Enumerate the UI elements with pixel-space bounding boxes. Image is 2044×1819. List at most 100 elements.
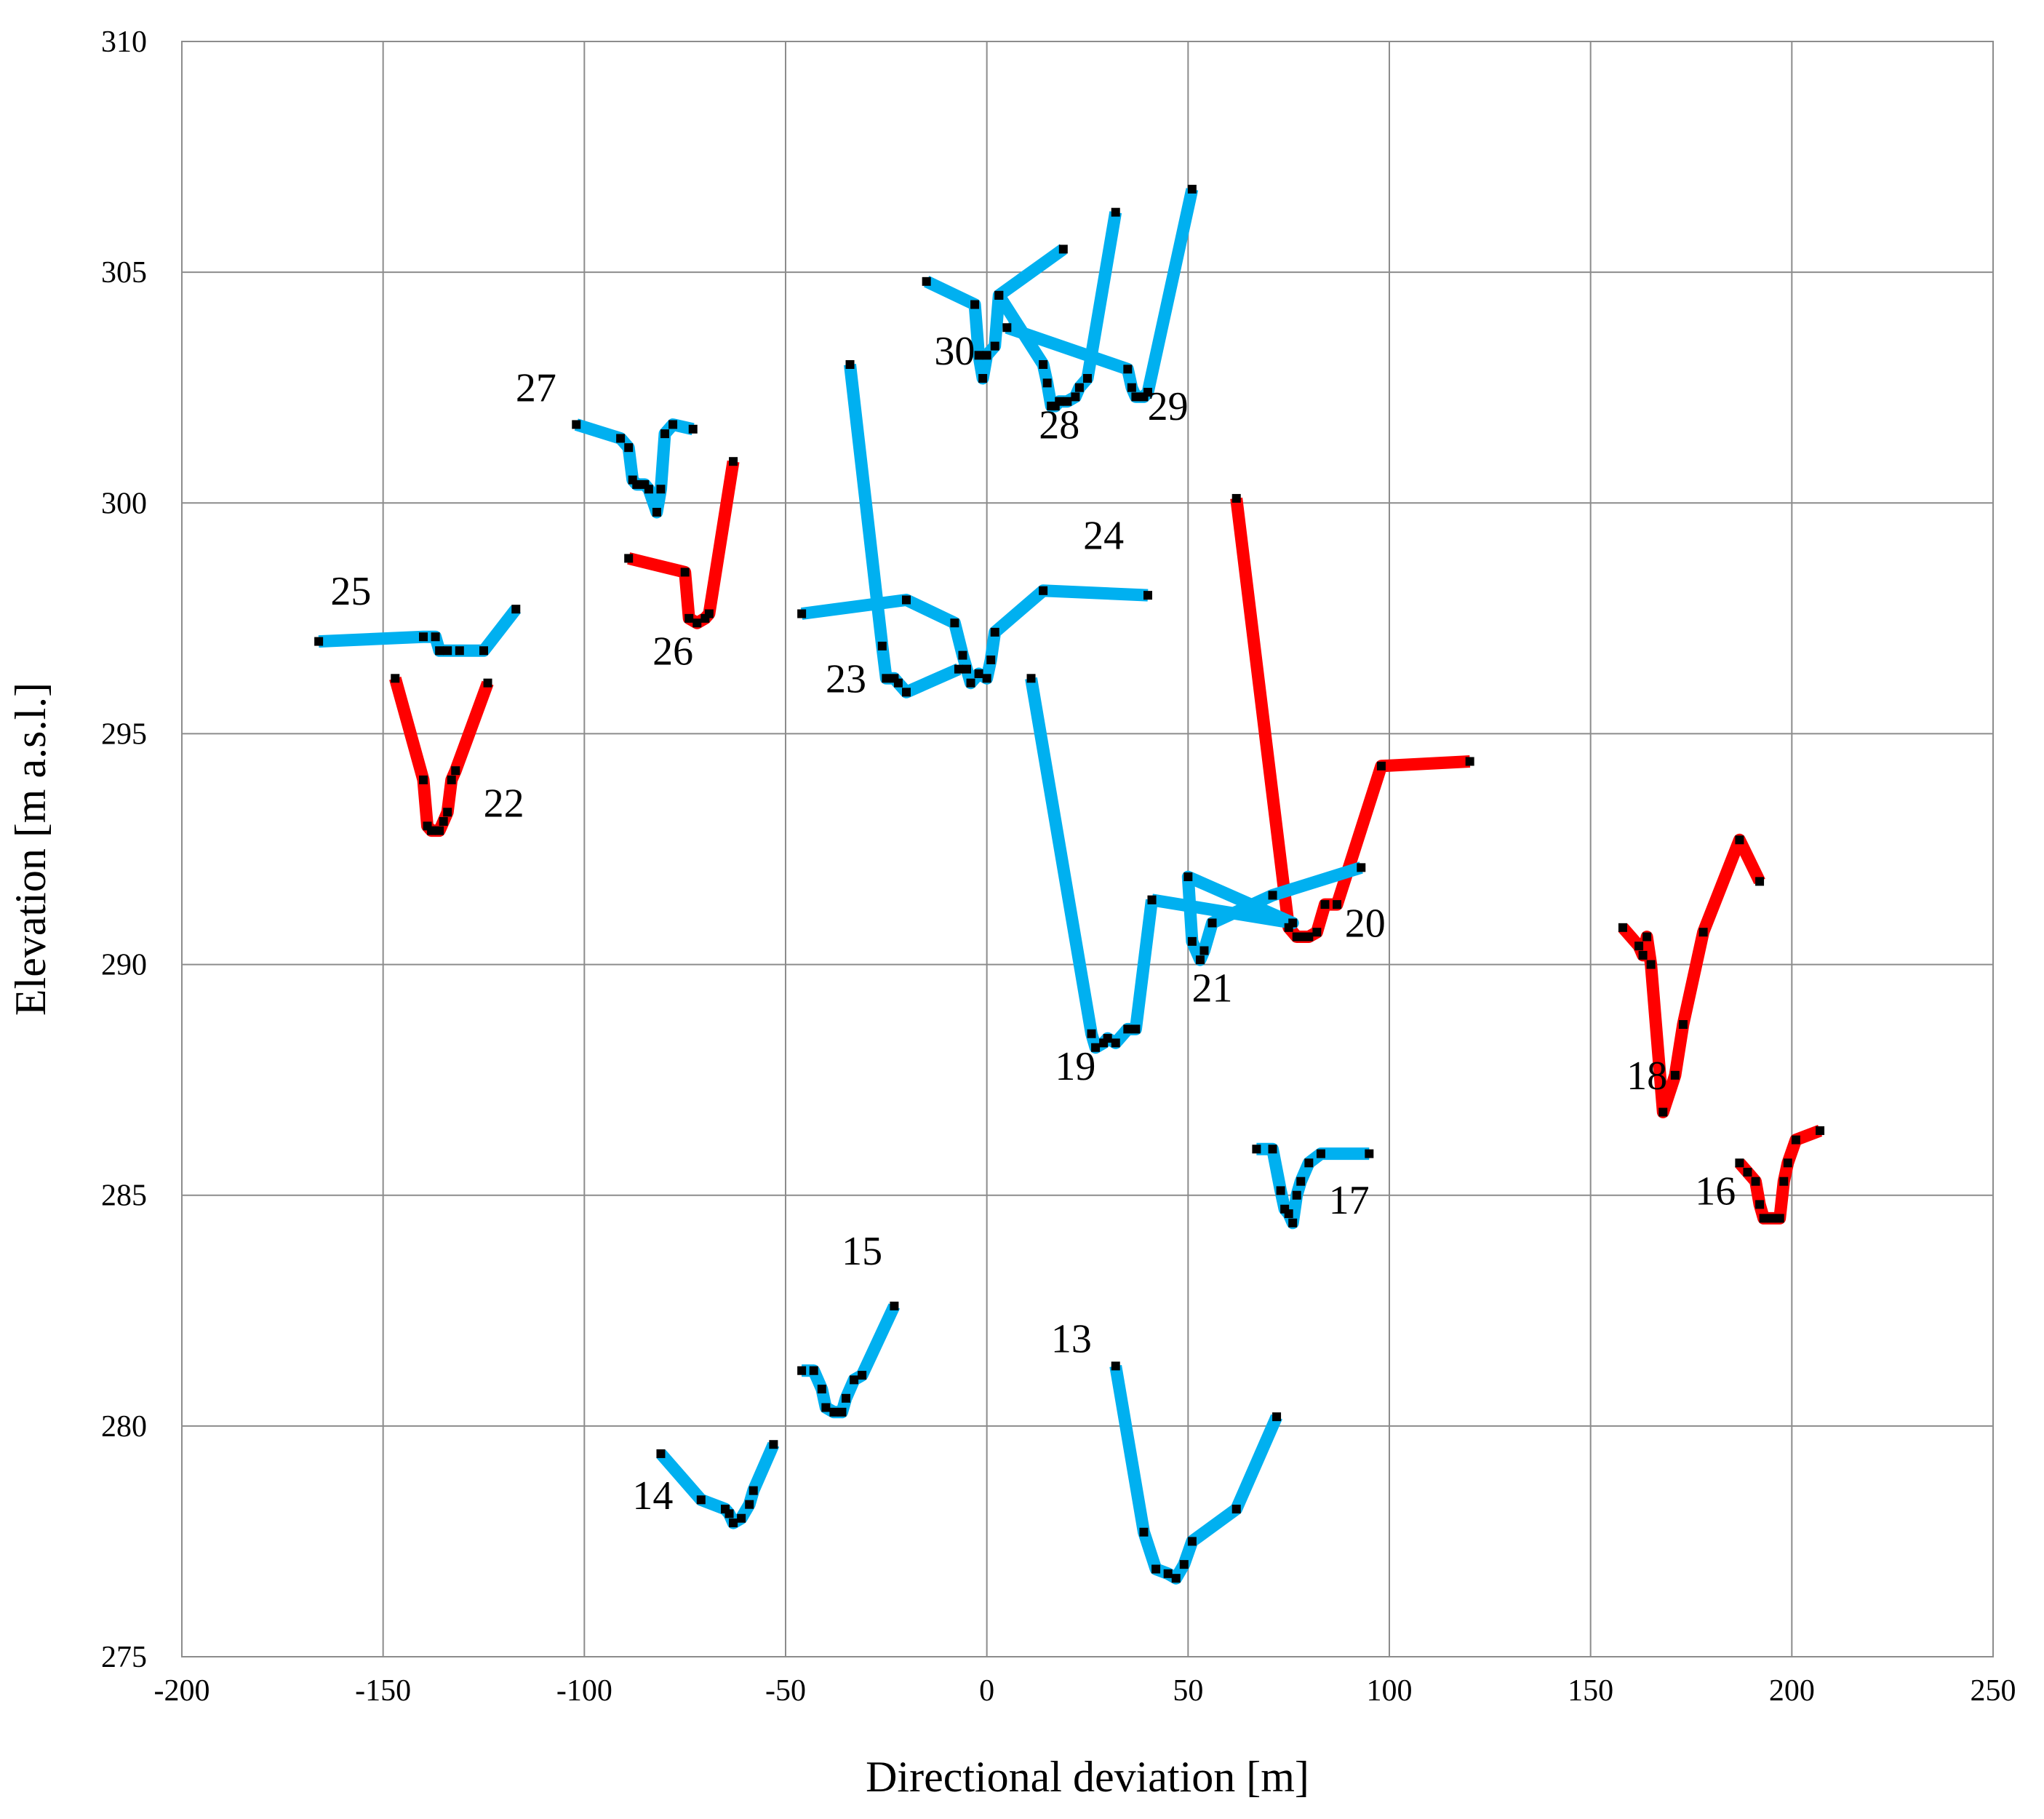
profile-15-point — [842, 1393, 850, 1403]
profile-28-point — [1063, 397, 1072, 406]
profile-29-point — [1002, 323, 1012, 333]
profile-21-point — [1268, 891, 1277, 900]
profile-25-point — [314, 637, 324, 646]
profile-15-point — [797, 1366, 807, 1375]
y-tick-label: 275 — [101, 1641, 147, 1674]
profile-24-line — [800, 584, 1149, 690]
profile-label-20: 20 — [1345, 901, 1386, 947]
profile-15-point — [817, 1385, 826, 1394]
profile-label-30: 30 — [934, 329, 975, 374]
profile-23-point — [954, 664, 963, 674]
profile-16-point — [1751, 1177, 1760, 1186]
y-tick-labels: 275 280 285 290 295 300 305 310 — [101, 25, 147, 1674]
x-tick-label: -150 — [355, 1674, 411, 1708]
profile-20-point — [1296, 932, 1306, 942]
profile-30-line — [924, 244, 1067, 385]
profile-27-point — [644, 485, 653, 494]
profile-19-point — [1087, 1029, 1096, 1038]
profile-24-point — [950, 618, 959, 628]
profile-label-25: 25 — [330, 569, 371, 614]
profile-27-line — [574, 418, 695, 519]
profile-label-18: 18 — [1626, 1054, 1667, 1099]
profile-label-16: 16 — [1695, 1169, 1736, 1214]
profile-27-point — [572, 420, 581, 429]
profile-18-point — [1638, 950, 1648, 960]
profile-13-point — [1139, 1527, 1149, 1537]
y-tick-label: 295 — [101, 717, 147, 751]
profile-27-point — [652, 507, 661, 517]
profile-24-point — [902, 595, 911, 605]
profile-14-point — [656, 1449, 666, 1458]
profile-16-point — [1816, 1126, 1825, 1135]
profile-25-point — [443, 646, 452, 656]
y-tick-label: 310 — [101, 25, 147, 59]
profile-label-17: 17 — [1329, 1178, 1370, 1223]
profile-19-point — [1123, 1024, 1133, 1034]
x-tick-label: 100 — [1367, 1674, 1413, 1708]
profile-30-point — [974, 351, 983, 360]
profile-23-line — [844, 364, 962, 698]
profile-25-point — [479, 646, 488, 656]
profile-27-point — [616, 434, 626, 443]
profile-14-point — [724, 1509, 734, 1519]
profile-label-23: 23 — [826, 656, 866, 701]
x-tick-label: 250 — [1971, 1674, 2016, 1708]
profile-30-point — [922, 276, 931, 286]
profile-27-point — [660, 429, 669, 439]
profile-24-point — [966, 678, 975, 688]
profile-25-point — [419, 632, 428, 642]
profile-18-point — [1658, 1107, 1668, 1117]
profile-27-point — [624, 443, 634, 453]
profile-17-point — [1268, 1145, 1277, 1154]
profile-17-point — [1296, 1177, 1306, 1186]
profile-19-point — [1131, 1024, 1141, 1034]
profile-14-point — [696, 1495, 706, 1505]
profile-28-point — [1111, 207, 1120, 217]
profile-16-point — [1783, 1158, 1792, 1168]
profile-19-point — [1111, 1038, 1120, 1048]
profile-24-point — [1143, 591, 1152, 600]
profile-13-point — [1163, 1569, 1173, 1578]
profile-28-point — [1039, 360, 1048, 369]
profile-30-point — [978, 374, 988, 383]
profile-15-point — [821, 1403, 831, 1412]
profile-26-point — [729, 457, 738, 466]
profile-16-point — [1759, 1214, 1768, 1223]
profile-16-point — [1779, 1177, 1789, 1186]
x-tick-label: -50 — [765, 1674, 806, 1708]
profile-26-point — [624, 554, 634, 563]
profile-19-point — [1091, 1043, 1101, 1052]
profile-29-point — [1131, 392, 1141, 402]
profile-20-point — [1304, 932, 1314, 942]
x-tick-label: 200 — [1769, 1674, 1815, 1708]
profile-26-point — [692, 618, 702, 628]
profile-13-point — [1179, 1560, 1189, 1569]
profile-label-15: 15 — [842, 1229, 882, 1274]
profile-21-point — [1357, 863, 1366, 872]
profile-16-point — [1755, 1200, 1765, 1209]
profile-label-26: 26 — [652, 629, 693, 674]
profile-17-point — [1304, 1158, 1314, 1168]
y-tick-label: 280 — [101, 1410, 147, 1444]
profile-20-point — [1312, 928, 1322, 937]
profile-16-point — [1767, 1214, 1776, 1223]
profile-22-point — [435, 826, 444, 835]
profile-30-point — [982, 351, 991, 360]
profile-16-point — [1743, 1168, 1752, 1177]
profile-25-point — [455, 646, 464, 656]
profile-28-point — [1055, 397, 1064, 406]
y-axis-label: Elevation [m a.s.l.] — [7, 682, 55, 1016]
profile-29-point — [1143, 388, 1152, 397]
grid — [181, 41, 1994, 1657]
profile-label-13: 13 — [1051, 1316, 1092, 1361]
profile-label-22: 22 — [484, 781, 524, 827]
x-tick-label: 50 — [1173, 1674, 1203, 1708]
profile-15-point — [837, 1407, 847, 1417]
profile-13-point — [1231, 1505, 1241, 1514]
y-tick-label: 305 — [101, 256, 147, 290]
profile-25-point — [435, 646, 444, 656]
profile-15-point — [850, 1375, 859, 1385]
profile-24-point — [1039, 586, 1048, 595]
profile-23-point — [877, 641, 887, 650]
profile-18-point — [1670, 1070, 1680, 1080]
